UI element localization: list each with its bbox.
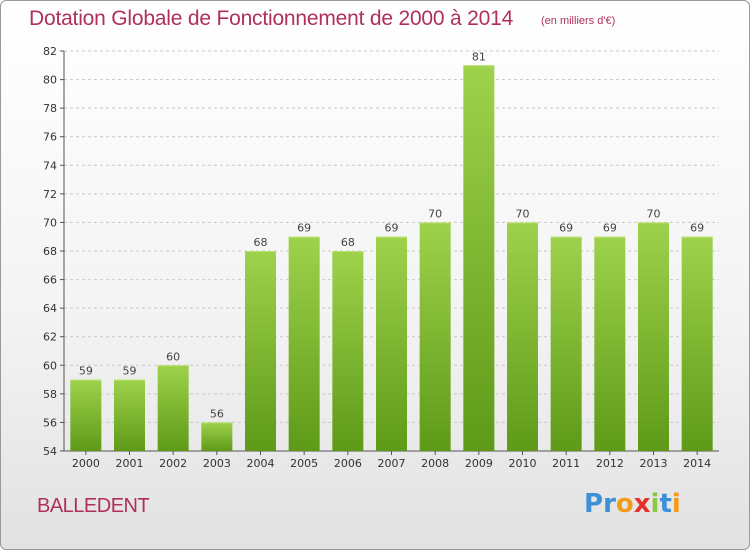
logo-letter: x (633, 489, 651, 519)
bar[interactable] (376, 236, 407, 451)
data-label: 69 (385, 222, 399, 235)
bar[interactable] (463, 65, 495, 452)
y-tick-label: 68 (43, 245, 57, 258)
data-label: 68 (341, 236, 355, 249)
y-tick-label: 54 (43, 445, 57, 458)
commune-name: BALLEDENT (37, 495, 150, 517)
y-tick-label: 74 (43, 159, 57, 172)
data-label: 69 (603, 222, 617, 235)
y-tick-label: 60 (43, 359, 57, 372)
y-tick-label: 64 (43, 302, 57, 315)
bar[interactable] (288, 236, 320, 451)
data-label: 70 (516, 207, 530, 220)
data-label: 68 (254, 236, 268, 249)
data-label: 69 (297, 222, 311, 235)
chart-title: Dotation Globale de Fonctionnement de 20… (29, 7, 514, 30)
y-tick-label: 70 (43, 216, 57, 229)
logo-letter: P (584, 489, 604, 519)
bar[interactable] (70, 379, 102, 451)
bar[interactable] (114, 379, 145, 451)
data-label: 59 (79, 365, 93, 378)
data-label: 69 (559, 222, 573, 235)
logo-letter: t (659, 489, 672, 519)
x-tick-label: 2002 (159, 457, 187, 470)
bar[interactable] (201, 422, 233, 451)
bar[interactable] (245, 251, 276, 451)
bar[interactable] (419, 222, 451, 451)
x-tick-label: 2004 (247, 457, 275, 470)
logo-letter: i (671, 489, 681, 519)
y-tick-label: 76 (43, 131, 57, 144)
y-tick-label: 58 (43, 388, 57, 401)
y-tick-label: 66 (43, 274, 57, 287)
x-tick-label: 2008 (421, 457, 449, 470)
logo-letter: r (603, 489, 616, 519)
logo-letter: i (650, 489, 660, 519)
y-tick-label: 80 (43, 74, 57, 87)
bars (70, 65, 713, 452)
data-label: 59 (123, 365, 137, 378)
data-label: 70 (647, 207, 661, 220)
data-label: 56 (210, 407, 224, 420)
x-tick-label: 2007 (378, 457, 406, 470)
y-tick-label: 72 (43, 188, 57, 201)
bar[interactable] (157, 365, 189, 451)
y-tick-label: 82 (43, 45, 57, 58)
bar[interactable] (594, 236, 626, 451)
data-label: 81 (472, 50, 486, 63)
x-tick-label: 2012 (596, 457, 624, 470)
bar[interactable] (332, 251, 364, 451)
bar[interactable] (638, 222, 669, 451)
data-label: 70 (428, 207, 442, 220)
x-tick-label: 2003 (203, 457, 231, 470)
x-tick-label: 2013 (640, 457, 668, 470)
bar[interactable] (507, 222, 538, 451)
x-tick-label: 2006 (334, 457, 362, 470)
x-tick-label: 2001 (116, 457, 144, 470)
proxiti-logo[interactable]: Proxiti (584, 489, 681, 519)
y-tick-label: 78 (43, 102, 57, 115)
bar[interactable] (681, 236, 713, 451)
y-tick-label: 62 (43, 331, 57, 344)
chart-subtitle: (en milliers d'€) (541, 15, 616, 27)
bar[interactable] (550, 236, 582, 451)
y-tick-label: 56 (43, 416, 57, 429)
data-label: 60 (166, 350, 180, 363)
data-label: 69 (690, 222, 704, 235)
x-tick-label: 2005 (290, 457, 318, 470)
x-tick-label: 2000 (72, 457, 100, 470)
x-tick-label: 2010 (509, 457, 537, 470)
x-tick-label: 2014 (683, 457, 711, 470)
labels: 54 56 58 60 62 64 66 68 70 72 74 76 78 80 82 59 2000 59 20… (43, 45, 711, 470)
x-tick-label: 2009 (465, 457, 493, 470)
x-tick-label: 2011 (552, 457, 580, 470)
logo-letter: o (615, 489, 634, 519)
